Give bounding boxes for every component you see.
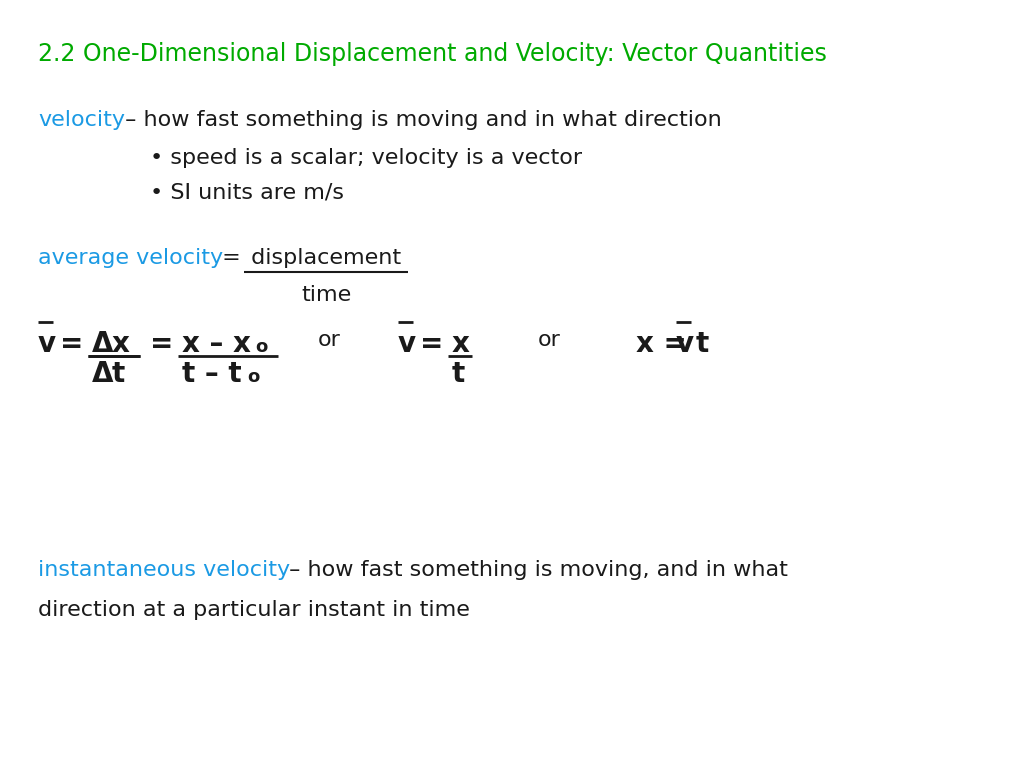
Text: x – x: x – x bbox=[182, 330, 251, 358]
Text: displacement: displacement bbox=[244, 248, 401, 268]
Text: o: o bbox=[255, 338, 267, 356]
Text: average velocity: average velocity bbox=[38, 248, 223, 268]
Text: =: = bbox=[420, 330, 443, 358]
Text: • SI units are m/s: • SI units are m/s bbox=[150, 182, 344, 202]
Text: =: = bbox=[215, 248, 241, 268]
Text: velocity: velocity bbox=[38, 110, 125, 130]
Text: – how fast something is moving, and in what: – how fast something is moving, and in w… bbox=[282, 560, 787, 580]
Text: =: = bbox=[60, 330, 83, 358]
Text: t – t: t – t bbox=[182, 360, 242, 388]
Text: o: o bbox=[247, 368, 259, 386]
Text: v: v bbox=[38, 330, 56, 358]
Text: x: x bbox=[452, 330, 470, 358]
Text: or: or bbox=[318, 330, 341, 350]
Text: x =: x = bbox=[636, 330, 687, 358]
Text: – how fast something is moving and in what direction: – how fast something is moving and in wh… bbox=[118, 110, 722, 130]
Text: x: x bbox=[112, 330, 130, 358]
Text: time: time bbox=[301, 285, 351, 305]
Text: direction at a particular instant in time: direction at a particular instant in tim… bbox=[38, 600, 470, 620]
Text: =: = bbox=[150, 330, 173, 358]
Text: v: v bbox=[398, 330, 416, 358]
Text: • speed is a scalar; velocity is a vector: • speed is a scalar; velocity is a vecto… bbox=[150, 148, 582, 168]
Text: Δ: Δ bbox=[92, 360, 114, 388]
Text: instantaneous velocity: instantaneous velocity bbox=[38, 560, 290, 580]
Text: v: v bbox=[676, 330, 694, 358]
Text: 2.2 One-Dimensional Displacement and Velocity: Vector Quantities: 2.2 One-Dimensional Displacement and Vel… bbox=[38, 42, 826, 66]
Text: Δ: Δ bbox=[92, 330, 114, 358]
Text: or: or bbox=[538, 330, 561, 350]
Text: t: t bbox=[112, 360, 125, 388]
Text: t: t bbox=[452, 360, 465, 388]
Text: t: t bbox=[696, 330, 710, 358]
